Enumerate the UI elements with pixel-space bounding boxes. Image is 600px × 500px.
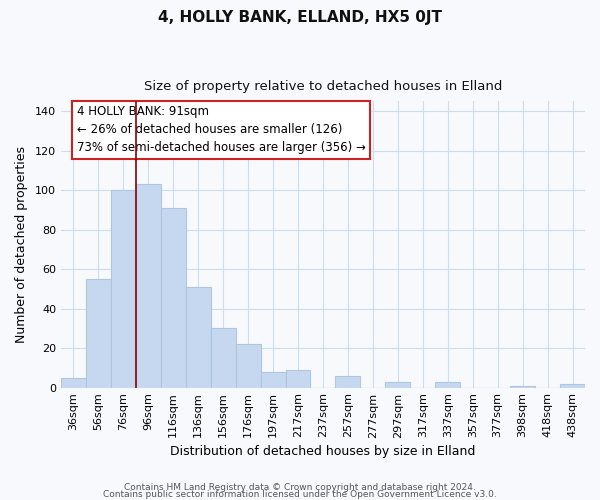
Bar [186,287,211,388]
Bar [86,279,111,388]
Text: 4 HOLLY BANK: 91sqm
← 26% of detached houses are smaller (126)
73% of semi-detac: 4 HOLLY BANK: 91sqm ← 26% of detached ho… [77,106,365,154]
Bar [236,344,260,388]
Text: 4, HOLLY BANK, ELLAND, HX5 0JT: 4, HOLLY BANK, ELLAND, HX5 0JT [158,10,442,25]
Bar [385,382,410,388]
Bar [111,190,136,388]
Y-axis label: Number of detached properties: Number of detached properties [15,146,28,343]
Bar [136,184,161,388]
Bar [211,328,236,388]
Text: Contains public sector information licensed under the Open Government Licence v3: Contains public sector information licen… [103,490,497,499]
Bar [61,378,86,388]
Bar [510,386,535,388]
Bar [260,372,286,388]
Bar [335,376,361,388]
Bar [161,208,186,388]
Bar [435,382,460,388]
Text: Contains HM Land Registry data © Crown copyright and database right 2024.: Contains HM Land Registry data © Crown c… [124,484,476,492]
Title: Size of property relative to detached houses in Elland: Size of property relative to detached ho… [144,80,502,93]
Bar [286,370,310,388]
X-axis label: Distribution of detached houses by size in Elland: Distribution of detached houses by size … [170,444,476,458]
Bar [560,384,585,388]
